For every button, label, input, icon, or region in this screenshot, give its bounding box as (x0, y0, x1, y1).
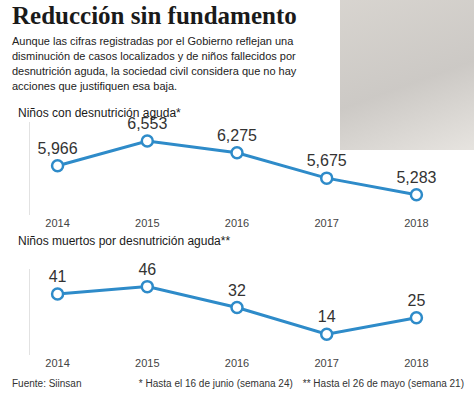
svg-text:2018: 2018 (404, 217, 428, 229)
svg-text:5,966: 5,966 (38, 140, 78, 157)
svg-text:2017: 2017 (314, 357, 338, 369)
svg-text:32: 32 (228, 282, 246, 299)
svg-text:5,283: 5,283 (396, 169, 436, 186)
svg-text:46: 46 (138, 261, 156, 278)
svg-text:2015: 2015 (135, 357, 159, 369)
svg-text:2016: 2016 (225, 357, 249, 369)
svg-text:25: 25 (408, 292, 426, 309)
html-text:Aunque las cifras registradas: Aunque las cifras registradas por el Gob… (12, 35, 297, 92)
svg-text:6,275: 6,275 (217, 127, 257, 144)
svg-text:2018: 2018 (404, 357, 428, 369)
svg-text:14: 14 (318, 308, 336, 325)
svg-text:6,553: 6,553 (127, 115, 167, 132)
svg-text:2014: 2014 (45, 357, 69, 369)
html-text:** Hasta el 26 de mayo (semana: ** Hasta el 26 de mayo (semana 21) (302, 378, 464, 389)
svg-text:Niños con desnutrición aguda*: Niños con desnutrición aguda* (18, 106, 181, 120)
svg-text:2014: 2014 (45, 217, 69, 229)
svg-text:41: 41 (49, 268, 67, 285)
html-text:Reducción sin fundamento: Reducción sin fundamento (12, 2, 297, 29)
svg-text:5,675: 5,675 (307, 152, 347, 169)
html-text:Fuente: Siinsan: Fuente: Siinsan (12, 378, 82, 389)
svg-text:2015: 2015 (135, 217, 159, 229)
svg-text:2017: 2017 (314, 217, 338, 229)
svg-text:2016: 2016 (225, 217, 249, 229)
svg-text:Niños muertos por desnutrición: Niños muertos por desnutrición aguda** (18, 234, 230, 248)
html-text:* Hasta el 16 de junio (semana: * Hasta el 16 de junio (semana 24) (138, 378, 293, 389)
